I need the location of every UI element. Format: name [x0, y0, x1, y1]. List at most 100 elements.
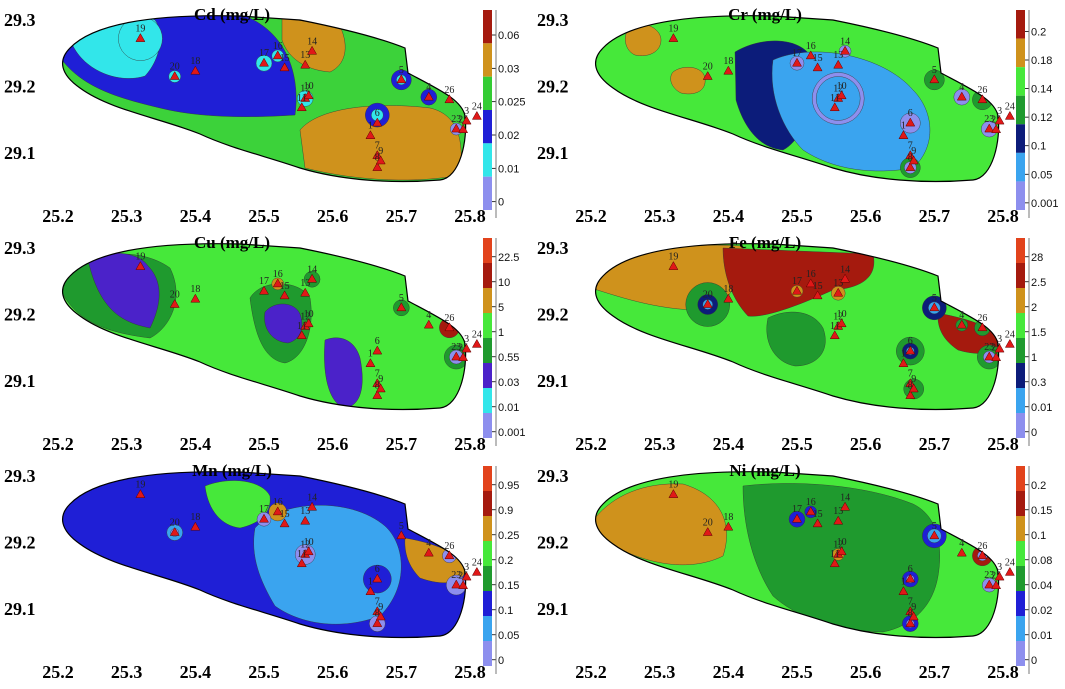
sample-site-label: 16: [806, 41, 816, 52]
sample-site-marker: [190, 521, 201, 531]
x-tick-label: 25.3: [111, 434, 143, 454]
sample-site-marker: [190, 65, 201, 75]
legend-label: 0.12: [1031, 112, 1052, 124]
sample-site-label: 8: [908, 609, 913, 620]
legend-label: 10: [498, 277, 510, 289]
legend-swatch: [483, 491, 492, 516]
sample-site-label: 17: [792, 48, 802, 59]
contour-zone: [670, 67, 706, 95]
legend-label: 28: [1031, 252, 1043, 264]
sample-site-label: 7: [375, 141, 380, 152]
legend-swatch: [483, 43, 492, 77]
sample-site-label: 24: [472, 101, 482, 112]
y-tick-label: 29.2: [4, 77, 36, 97]
sample-site-label: 5: [399, 65, 404, 76]
legend-swatch: [483, 466, 492, 491]
sample-site-label: 18: [190, 284, 200, 295]
sample-site-marker: [458, 352, 469, 361]
sample-site-marker: [461, 343, 472, 353]
contour-zone: [722, 247, 875, 317]
legend-label: 1.5: [1031, 327, 1046, 339]
x-tick-label: 25.7: [386, 434, 418, 454]
x-tick-label: 25.2: [575, 434, 607, 454]
sample-site-label: 17: [792, 504, 802, 515]
x-tick-label: 25.2: [575, 206, 607, 226]
sample-site-marker: [929, 302, 940, 312]
sample-site-label: 10: [304, 81, 314, 92]
x-tick-label: 25.5: [248, 662, 280, 682]
sample-site-label: 6: [908, 336, 913, 347]
sample-site-marker: [372, 606, 383, 615]
legend-swatch: [1016, 616, 1025, 641]
sample-site-marker: [259, 57, 269, 67]
sample-site-label: 4: [426, 538, 431, 549]
legend-swatch: [1016, 516, 1025, 541]
sample-site-label: 4: [426, 310, 431, 321]
x-tick-label: 25.7: [919, 662, 951, 682]
sample-site-marker: [135, 261, 146, 270]
map-title: Cu (mg/L): [194, 233, 270, 252]
sample-site-marker: [994, 571, 1005, 581]
legend-swatch: [483, 238, 492, 263]
map-panel-cu: 19 20 18 17 16 15 13 14 12 10 11 5 4 6 1 7 8 9 26 23 25 3 24 Cu…: [0, 228, 530, 461]
sample-site-marker: [994, 115, 1005, 125]
sample-site-label: 24: [1005, 329, 1015, 340]
sample-site-label: 12: [300, 539, 310, 550]
sample-site-marker: [905, 606, 916, 615]
sample-site-label: 1: [901, 349, 906, 360]
sample-site-label: 18: [190, 56, 200, 67]
legend-label: 0.18: [1031, 55, 1052, 67]
legend-swatch: [1016, 591, 1025, 616]
map-panel-cr: 19 20 18 17 16 15 13 14 12 10 11 5 4 6 1 7 8 9 26 23 25 3 24 Cr…: [533, 0, 1063, 233]
sample-site-label: 1: [368, 577, 373, 588]
sample-site-marker: [833, 515, 844, 525]
sample-site-label: 11: [830, 93, 840, 104]
map-title: Mn (mg/L): [192, 461, 272, 480]
sample-site-marker: [833, 59, 844, 69]
sample-site-label: 3: [464, 106, 469, 117]
sample-site-marker: [792, 57, 802, 67]
sample-site-label: 15: [280, 281, 290, 292]
sample-site-marker: [956, 319, 967, 329]
sample-site-marker: [1004, 338, 1015, 348]
sample-site-marker: [956, 91, 967, 101]
sample-site-label: 24: [1005, 557, 1015, 568]
sample-site-marker: [792, 513, 802, 523]
sample-site-label: 26: [977, 313, 987, 324]
sample-site-label: 16: [806, 497, 816, 508]
sample-site-marker: [372, 573, 383, 583]
sample-site-label: 13: [300, 278, 310, 289]
sample-site-label: 5: [399, 293, 404, 304]
sample-site-marker: [303, 546, 314, 556]
x-tick-label: 25.3: [644, 206, 676, 226]
sample-site-label: 12: [833, 83, 843, 94]
legend-swatch: [483, 10, 492, 44]
legend-swatch: [483, 176, 492, 210]
legend-swatch: [1016, 152, 1025, 182]
map-title: Cd (mg/L): [194, 5, 270, 24]
sample-site-label: 5: [399, 521, 404, 532]
sample-site-marker: [908, 611, 919, 621]
sample-site-marker: [1004, 110, 1015, 120]
sample-site-label: 6: [908, 564, 913, 575]
legend-swatch: [483, 110, 492, 144]
legend-label: 0.03: [498, 377, 519, 389]
legend-swatch: [1016, 491, 1025, 516]
legend-label: 0.55: [498, 352, 519, 364]
sample-site-marker: [723, 521, 734, 531]
x-tick-label: 25.3: [644, 434, 676, 454]
sample-site-label: 13: [300, 50, 310, 61]
sample-site-marker: [365, 586, 376, 595]
sample-site-label: 24: [1005, 101, 1015, 112]
map-outline: [595, 243, 1000, 411]
sample-site-marker: [984, 579, 995, 589]
legend-swatch: [1016, 95, 1025, 125]
sample-site-label: 6: [375, 564, 380, 575]
sample-site-label: 7: [375, 369, 380, 380]
x-tick-label: 25.7: [919, 434, 951, 454]
sample-site-label: 23: [451, 342, 461, 353]
sample-site-label: 4: [426, 82, 431, 93]
sample-site-label: 20: [703, 518, 713, 529]
x-tick-label: 25.4: [180, 206, 212, 226]
sample-site-label: 19: [135, 252, 145, 263]
